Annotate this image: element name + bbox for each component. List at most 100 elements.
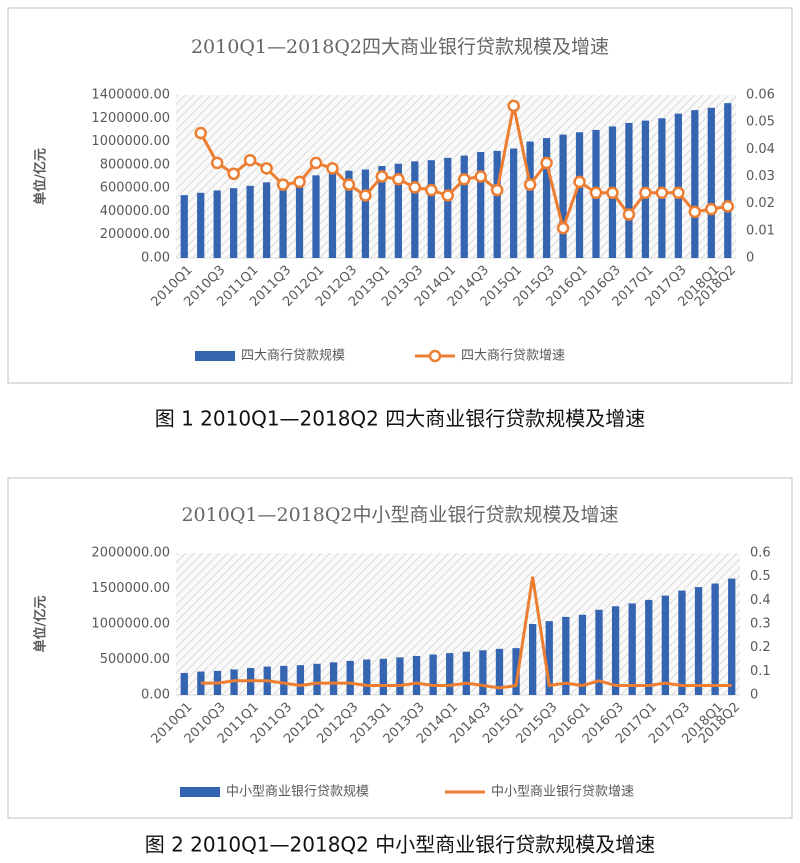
y2-tick-label: 0.5 (750, 569, 771, 584)
line-marker (243, 153, 257, 167)
line-marker (359, 189, 372, 202)
plot-area (176, 553, 740, 695)
line-marker (260, 162, 273, 175)
line-marker (507, 99, 520, 113)
bar (711, 583, 719, 695)
line-marker (441, 189, 455, 202)
line-marker (672, 186, 685, 200)
y-tick-label: 600000.00 (100, 181, 170, 196)
line-marker (276, 178, 290, 191)
y2-tick-label: 0.05 (746, 115, 775, 130)
bar (460, 155, 468, 258)
bar (545, 621, 553, 695)
y-tick-label: 1500000.00 (91, 581, 170, 596)
bar (694, 587, 703, 695)
line-marker (639, 186, 652, 200)
line-marker (490, 183, 504, 197)
bar (562, 616, 570, 695)
bar (427, 160, 435, 258)
line-marker (194, 126, 207, 140)
bar (479, 650, 487, 695)
line-marker (210, 156, 224, 170)
bar (363, 659, 371, 695)
bar (295, 177, 304, 258)
y2-tick-label: 0.3 (750, 617, 771, 632)
caption: 图 2 2010Q1—2018Q2 中小型商业银行贷款规模及增速 (145, 833, 656, 857)
bar (510, 148, 518, 258)
legend-marker (428, 349, 442, 363)
y2-tick-label: 0.01 (746, 223, 775, 238)
bar (707, 107, 715, 258)
bar (412, 655, 421, 695)
bar (213, 190, 221, 258)
line-marker (474, 170, 487, 183)
bar (328, 173, 337, 258)
bar (361, 169, 370, 258)
y2-tick-label: 0.02 (746, 196, 775, 211)
line-marker (425, 183, 438, 197)
bar (495, 648, 504, 695)
bar (528, 624, 537, 695)
y-tick-label: 800000.00 (100, 157, 170, 172)
bar (312, 175, 320, 258)
line-marker (457, 172, 471, 186)
legend-swatch (195, 351, 235, 361)
y2-tick-label: 0.4 (750, 593, 771, 608)
bar (180, 672, 188, 695)
legend-label: 四大商行贷款增速 (461, 349, 565, 364)
bar (345, 170, 353, 258)
line-marker (556, 221, 570, 235)
bar (378, 166, 386, 258)
bar (611, 606, 620, 695)
line-marker (688, 205, 702, 219)
plot-area (176, 95, 736, 258)
line-marker (589, 186, 603, 200)
bar (477, 152, 485, 258)
bar (429, 654, 437, 695)
bar (559, 134, 567, 258)
line-marker (540, 156, 553, 170)
line-marker (392, 172, 405, 186)
line (200, 576, 732, 690)
y-tick-label: 500000.00 (100, 652, 170, 667)
bar (411, 161, 419, 258)
y2-tick-label: 0.6 (750, 546, 771, 561)
line-marker (606, 186, 619, 200)
y-tick-label: 200000.00 (100, 227, 170, 242)
legend-swatch (180, 787, 220, 797)
bar (313, 663, 321, 695)
bar (691, 110, 699, 258)
y-tick-label: 1000000.00 (91, 617, 170, 632)
bar (674, 113, 682, 258)
y-tick-label: 2000000.00 (91, 546, 170, 561)
line-marker (523, 178, 537, 191)
bar (625, 122, 633, 258)
bar (526, 141, 534, 258)
bar (379, 658, 388, 695)
y-tick-label: 0.00 (141, 688, 170, 703)
bar (595, 609, 603, 695)
chart-title: 2010Q1—2018Q2中小型商业银行贷款规模及增速 (181, 504, 618, 526)
bar (279, 179, 287, 258)
bar (661, 595, 670, 695)
legend-label: 四大商行贷款规模 (241, 349, 345, 364)
line-marker (326, 162, 339, 175)
y2-tick-label: 0.06 (746, 88, 775, 103)
bar (542, 138, 551, 258)
bar (462, 651, 470, 695)
line-marker (375, 170, 389, 183)
caption: 图 1 2010Q1—2018Q2 四大商业银行贷款规模及增速 (155, 407, 646, 431)
line-marker (721, 200, 735, 213)
line-marker (408, 181, 422, 194)
bar (262, 182, 271, 258)
bar (724, 103, 732, 259)
bar (493, 150, 501, 258)
line-marker (342, 178, 356, 191)
bar (728, 578, 736, 695)
bar (512, 648, 520, 695)
bar (645, 599, 653, 695)
bar (396, 657, 404, 695)
bar (575, 132, 584, 258)
y-tick-label: 1200000.00 (91, 111, 170, 126)
